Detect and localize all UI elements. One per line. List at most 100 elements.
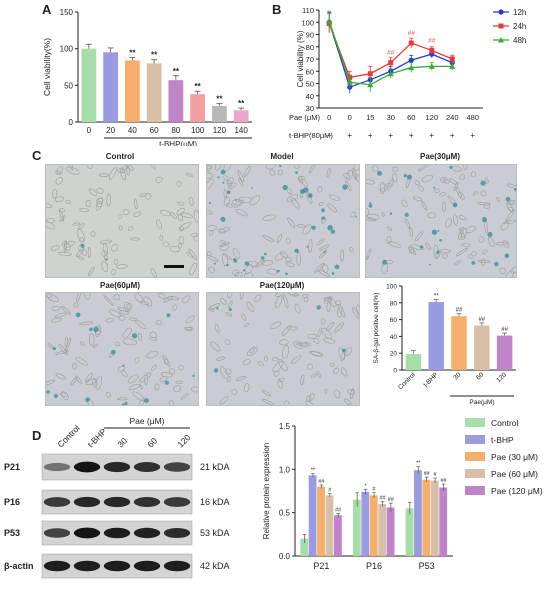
blot-band xyxy=(133,462,161,472)
cell-outline xyxy=(314,262,325,274)
cell-outline xyxy=(207,251,212,257)
cell-outline xyxy=(88,266,95,276)
stain-spot xyxy=(233,258,238,263)
y-tick-label: 100 xyxy=(386,284,397,291)
cell-outline xyxy=(405,218,411,229)
y-tick-label: 100 xyxy=(301,18,314,27)
cell-outline xyxy=(417,165,431,172)
cell-outline xyxy=(307,363,314,370)
stain-spot xyxy=(213,262,216,265)
cell-outline xyxy=(500,221,509,231)
cell-outline xyxy=(317,186,323,193)
cell-outline xyxy=(122,327,132,339)
cell-outline xyxy=(143,296,152,307)
cell-outline xyxy=(129,317,137,321)
western-blot-bands: Control t-BHP 30 60 120 Pae (μM) P21 21 kDA P16 1… xyxy=(4,416,230,579)
cell-outline xyxy=(277,169,284,176)
cell-outline xyxy=(349,247,354,253)
y-tick-label: 90 xyxy=(306,31,314,40)
cell-outline xyxy=(279,339,289,346)
micrograph-control xyxy=(45,164,199,278)
significance-mark: # xyxy=(328,488,332,494)
bar xyxy=(405,508,414,556)
stain-spot xyxy=(192,374,195,378)
cell-outline xyxy=(495,241,509,246)
significance-mark: ** xyxy=(151,51,158,60)
cell-outline xyxy=(108,166,117,180)
blot-band xyxy=(43,462,71,472)
cell-outline xyxy=(231,389,238,395)
significance-mark: ## xyxy=(379,495,386,501)
panel-letter-d: D xyxy=(32,428,42,443)
cell-outline xyxy=(59,215,66,222)
lane-label: 120 xyxy=(175,432,192,449)
stain-spot xyxy=(406,174,412,180)
x-tick-label: 0 xyxy=(348,113,352,122)
cell-outline xyxy=(275,293,285,297)
cell-outline xyxy=(68,165,74,171)
cell-outline xyxy=(487,236,495,247)
cell-outline xyxy=(333,389,341,399)
cell-outline xyxy=(244,383,250,393)
chart-a-viability-bars: 0 50 100 150 Cell viability(%) 0 20 ** 40 ** 60 ** 8… xyxy=(42,8,252,146)
lane-label: 60 xyxy=(145,435,159,449)
y-tick-label: 1.5 xyxy=(279,422,291,431)
cell-outline xyxy=(308,239,313,253)
stain-spot xyxy=(294,248,299,254)
significance-mark: ## xyxy=(501,327,508,333)
cell-outline xyxy=(272,357,279,362)
cell-outline xyxy=(210,341,221,352)
blot-band xyxy=(43,560,71,572)
cell-outline xyxy=(208,267,216,273)
cell-outline xyxy=(242,359,251,366)
kda-label: 53 kDA xyxy=(200,528,230,538)
cell-outline xyxy=(459,174,466,180)
cell-outline xyxy=(254,294,262,302)
legend-swatch xyxy=(465,435,485,444)
cell-outline xyxy=(386,235,392,245)
cell-outline xyxy=(246,301,255,312)
cell-outline xyxy=(79,237,85,244)
stain-spot xyxy=(144,398,149,403)
cell-outline xyxy=(156,219,162,229)
stain-spot xyxy=(321,208,325,213)
cell-outline xyxy=(62,241,71,251)
y-tick-label: 40 xyxy=(306,92,314,101)
cell-outline xyxy=(388,241,402,248)
cell-outline xyxy=(133,211,142,217)
cell-outline xyxy=(414,180,420,186)
cell-outline xyxy=(46,293,59,303)
cell-outline xyxy=(178,365,184,371)
y-tick-label: 0 xyxy=(393,368,397,375)
cell-outline xyxy=(236,375,246,381)
cell-outline xyxy=(92,378,98,388)
y-axis-label: SA-β-gal positive cell(%) xyxy=(373,293,380,364)
cell-outline xyxy=(207,255,219,262)
cell-outline xyxy=(480,190,487,197)
significance-mark: ** xyxy=(434,293,439,299)
micrograph-texture xyxy=(46,165,198,277)
stain-spot xyxy=(439,239,442,242)
bar xyxy=(308,475,317,556)
cell-outline xyxy=(335,300,342,306)
cell-outline xyxy=(133,198,138,210)
micrograph-title-pae30: Pae(30μM) xyxy=(419,152,461,161)
y-tick-label: 0 xyxy=(69,118,74,127)
stain-spot xyxy=(403,174,407,178)
cell-outline xyxy=(425,242,432,251)
bar xyxy=(428,301,444,370)
cell-outline xyxy=(326,168,331,178)
stain-spot xyxy=(242,269,246,272)
x-tick-label: P16 xyxy=(366,561,382,571)
cell-outline xyxy=(139,384,143,390)
cell-outline xyxy=(180,212,193,219)
cell-outline xyxy=(255,259,266,268)
cell-outline xyxy=(418,185,424,192)
cell-outline xyxy=(421,200,428,211)
cell-outline xyxy=(144,374,149,385)
stain-spot xyxy=(285,272,288,276)
cell-outline xyxy=(340,367,348,377)
cell-outline xyxy=(439,192,447,197)
cell-outline xyxy=(292,293,298,297)
data-point xyxy=(429,47,435,53)
